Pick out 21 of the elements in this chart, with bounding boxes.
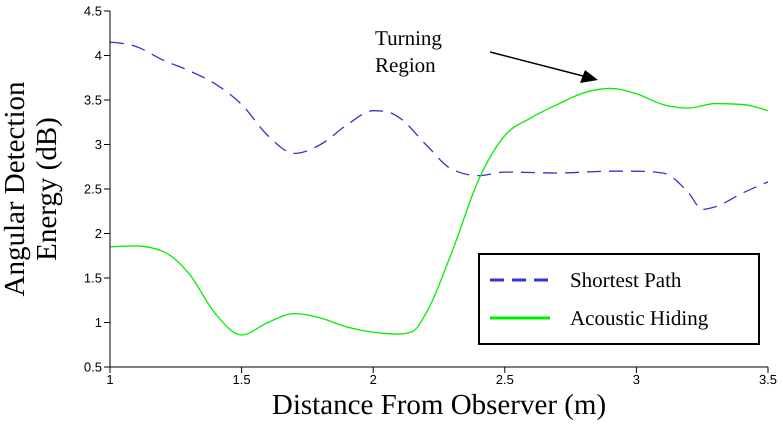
y-axis-title: Angular Detection Energy (dB): [0, 81, 63, 297]
y-tick-label: 3.5: [84, 92, 102, 108]
legend-label: Shortest Path: [570, 268, 682, 292]
legend-label: Acoustic Hiding: [570, 306, 708, 330]
x-tick-label: 1: [106, 372, 114, 388]
x-tick-label: 2: [370, 372, 377, 388]
line-series: [110, 88, 768, 336]
y-tick-label: 1.5: [84, 270, 102, 286]
y-tick-label: 2.5: [84, 182, 102, 197]
y-tick-label: 4: [94, 48, 102, 64]
y-tick-label: 4.5: [84, 4, 102, 19]
x-tick-label: 2.5: [496, 372, 514, 388]
x-tick-label: 3.5: [758, 372, 778, 388]
x-tick-label: 3: [632, 372, 640, 388]
y-tick-label: 2: [94, 226, 102, 242]
annotation: Turning Region: [375, 26, 442, 77]
x-tick-label: 1.5: [232, 372, 251, 388]
x-axis-title: Distance From Observer (m): [272, 389, 606, 421]
y-tick-label: 0.5: [84, 360, 102, 375]
y-tick-label: 3: [94, 137, 102, 152]
y-tick-label: 1: [94, 315, 102, 330]
